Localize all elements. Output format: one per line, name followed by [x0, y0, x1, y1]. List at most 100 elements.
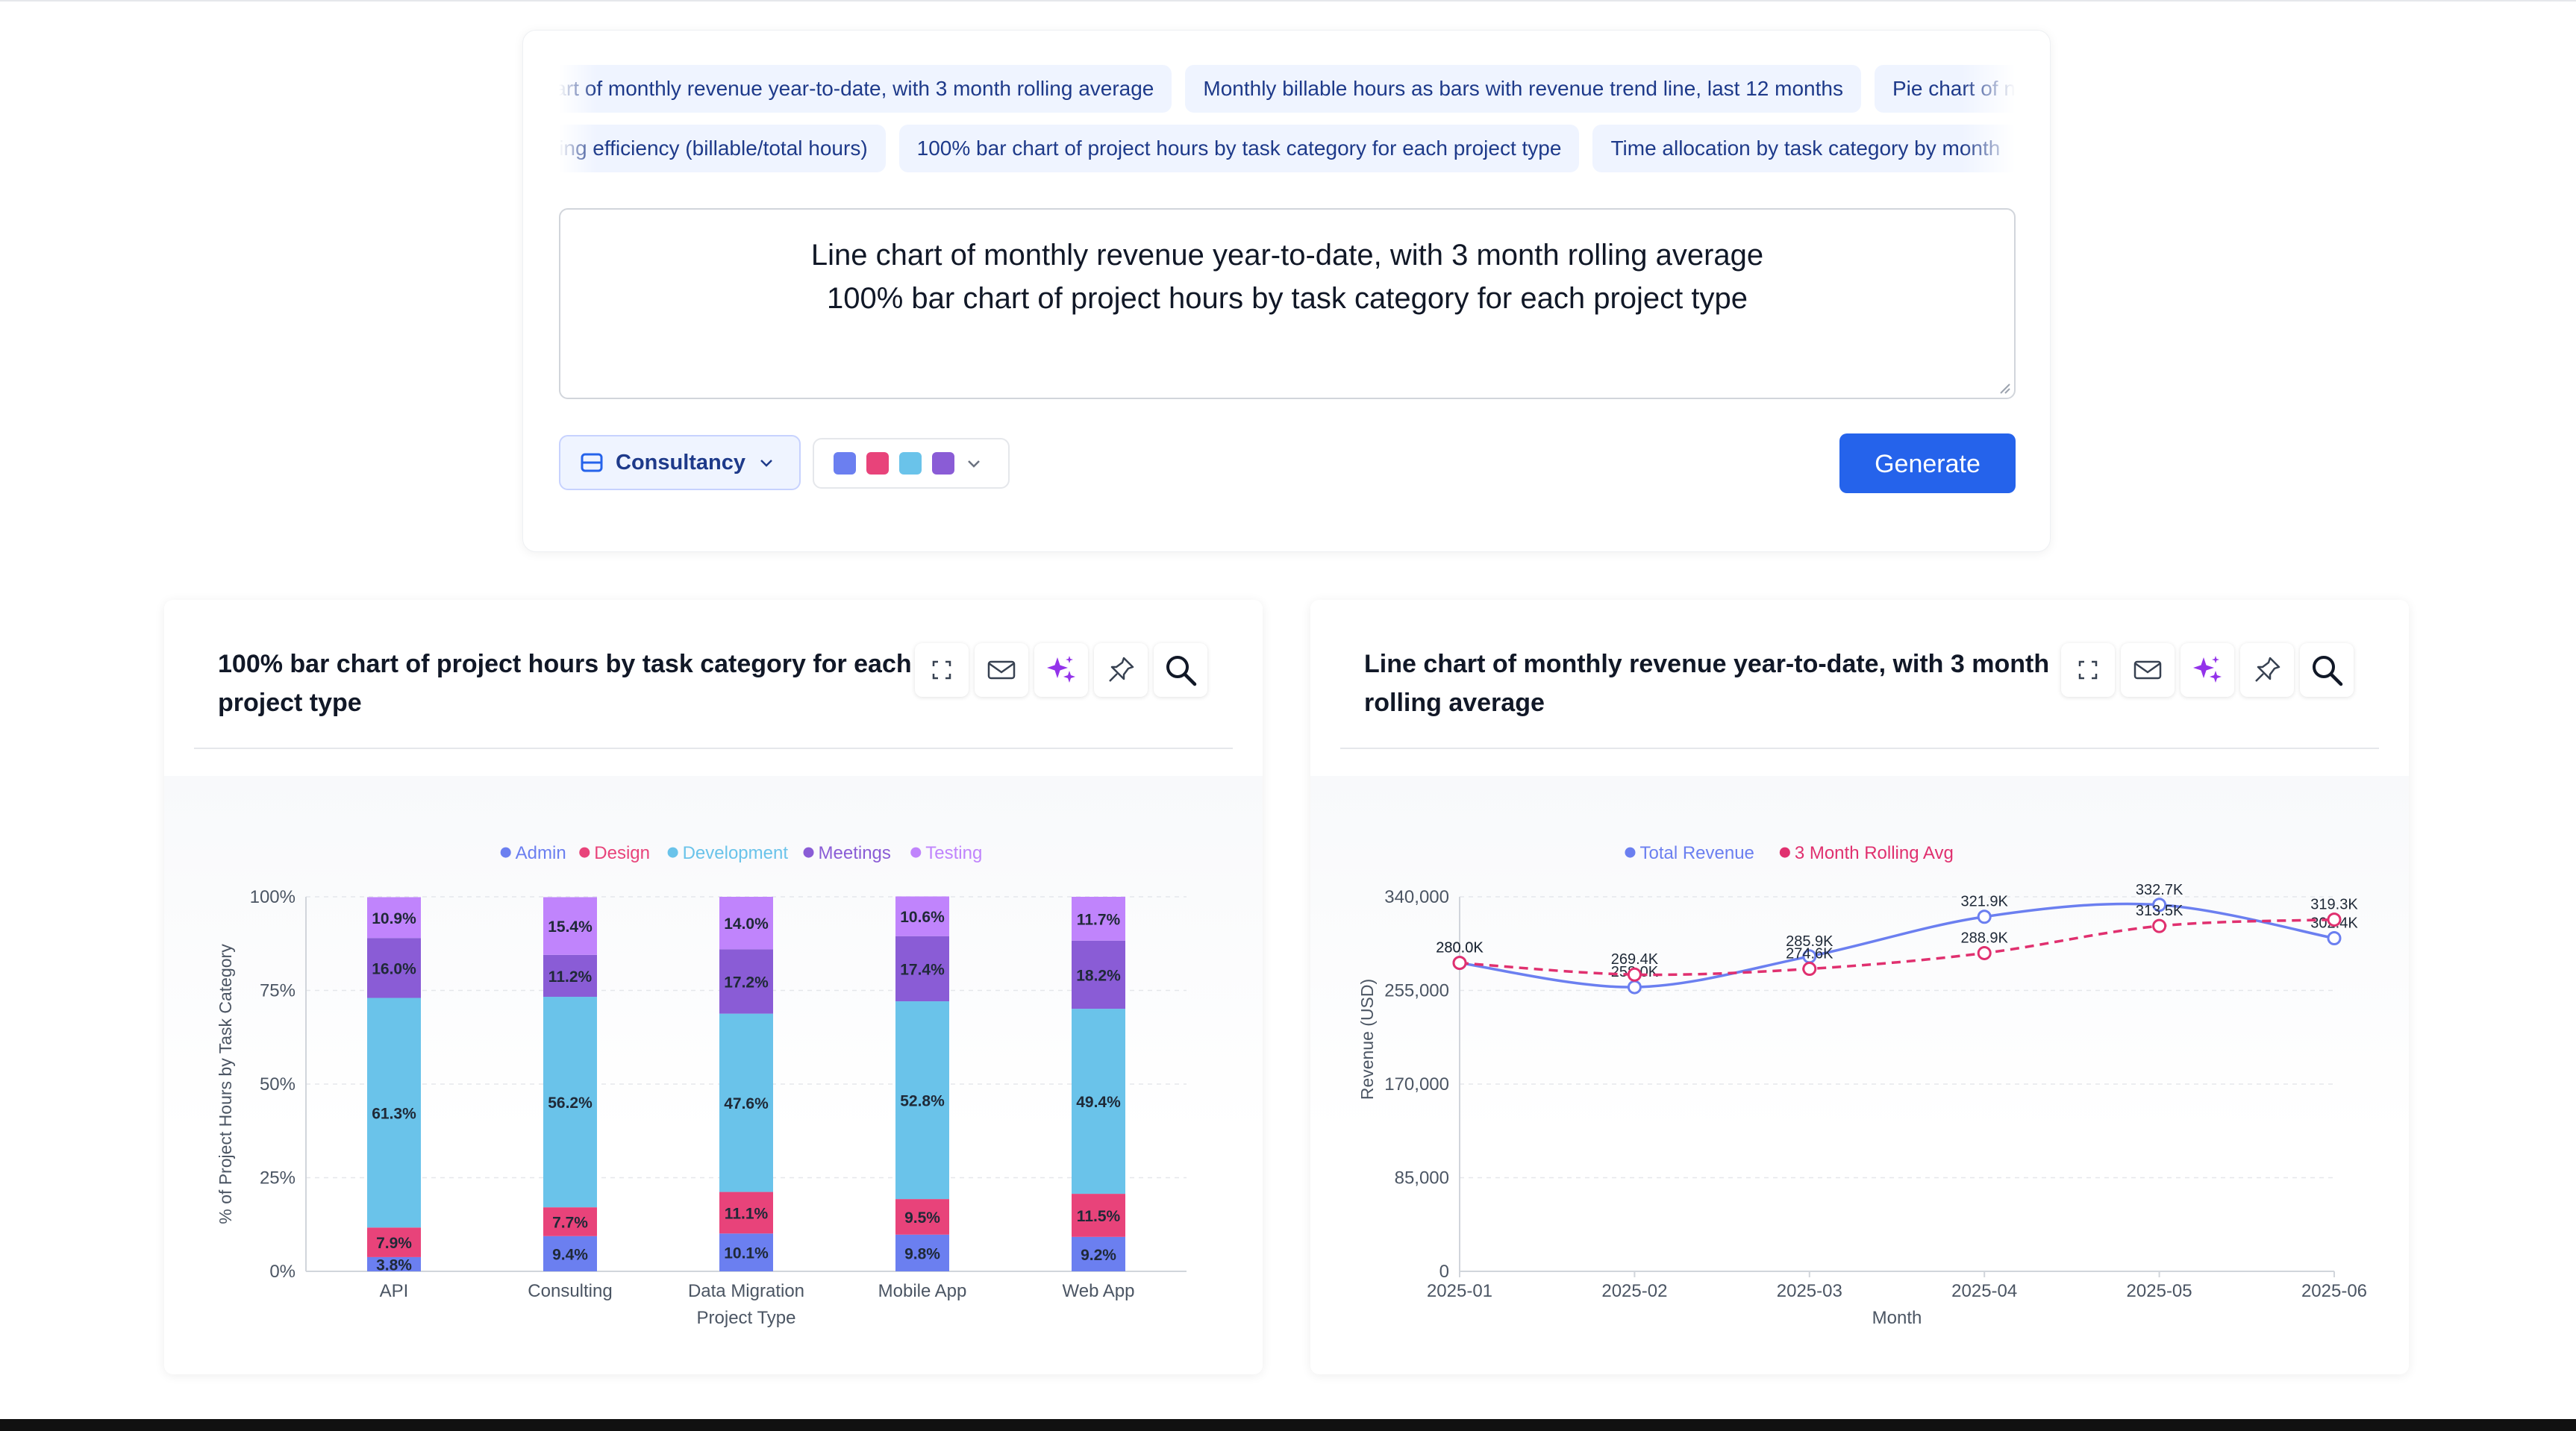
data-label: 7.7% — [552, 1214, 588, 1231]
data-point — [2152, 898, 2167, 912]
bar-segment — [367, 1227, 421, 1257]
x-axis-title: Project Type — [697, 1308, 796, 1328]
sparkles-icon[interactable] — [1034, 643, 1088, 697]
data-point — [1627, 980, 1642, 995]
generate-button[interactable]: Generate — [1839, 433, 2016, 493]
expand-icon[interactable] — [915, 643, 969, 697]
data-label: 14.0% — [724, 915, 769, 933]
prompt-textarea[interactable]: Line chart of monthly revenue year-to-da… — [559, 208, 2016, 399]
chart-card-stacked-bar: 100% bar chart of project hours by task … — [164, 600, 1263, 1374]
industry-label: Consultancy — [616, 450, 746, 475]
top-border — [0, 0, 2576, 1]
chart-body: Admin Design Development Meetings Testing 0% 2… — [164, 776, 1263, 1374]
pin-icon[interactable] — [1094, 643, 1148, 697]
bar-segment — [1072, 897, 1125, 941]
x-tick-label: 2025-02 — [1601, 1281, 1667, 1301]
mail-icon[interactable] — [975, 643, 1028, 697]
x-tick-label: Mobile App — [878, 1281, 967, 1301]
legend-label: 3 Month Rolling Avg — [1795, 843, 1954, 863]
data-point — [1452, 956, 1467, 971]
search-icon[interactable] — [2300, 643, 2354, 697]
series-line — [1459, 902, 2335, 989]
data-label: 15.4% — [548, 918, 593, 936]
legend-marker — [910, 847, 922, 858]
sparkles-icon[interactable] — [2180, 643, 2234, 697]
search-icon[interactable] — [1154, 643, 1207, 697]
bar-segment — [1072, 1236, 1125, 1271]
stacked-bar-chart: Admin Design Development Meetings Testing 0% 2… — [216, 843, 1187, 1328]
data-label: 11.7% — [1077, 911, 1121, 928]
data-label: 280.0K — [1436, 940, 1484, 956]
bar-segment — [1072, 940, 1125, 1009]
y-tick-label: 255,000 — [1384, 981, 1449, 1001]
chevron-down-icon — [968, 460, 980, 468]
y-tick-label: 75% — [260, 981, 296, 1001]
y-tick-label: 85,000 — [1395, 1168, 1449, 1189]
suggestion-row-1: Line chart of monthly revenue year-to-da… — [559, 65, 2016, 113]
bar-segment — [543, 897, 597, 955]
data-label: 332.7K — [2136, 882, 2183, 898]
bar-segment — [1072, 1194, 1125, 1237]
chart-legend: Total Revenue 3 Month Rolling Avg — [1625, 843, 1954, 863]
data-label: 319.3K — [2310, 897, 2358, 913]
suggestion-chip[interactable]: Time allocation by task category by mont… — [1592, 125, 2016, 172]
palette-swatch — [899, 452, 922, 475]
pin-icon[interactable] — [2240, 643, 2294, 697]
data-label: 9.4% — [552, 1246, 588, 1263]
suggestion-row-2: Quarterly utilization and billing effici… — [559, 125, 2016, 172]
data-label: 321.9K — [1961, 894, 2009, 910]
chart-header: Line chart of monthly revenue year-to-da… — [1310, 600, 2409, 776]
bar-segment — [895, 896, 949, 936]
data-label: 10.9% — [372, 910, 416, 927]
palette-swatch — [866, 452, 889, 475]
legend-label: Design — [594, 843, 650, 863]
palette-swatch — [932, 452, 954, 475]
y-tick-label: 0 — [1439, 1262, 1449, 1282]
x-tick-label: Consulting — [528, 1281, 612, 1301]
x-tick-label: Data Migration — [688, 1281, 804, 1301]
suggestion-chip[interactable]: Quarterly utilization and billing effici… — [559, 125, 886, 172]
bar-segment — [367, 1256, 421, 1271]
expand-icon[interactable] — [2061, 643, 2115, 697]
data-point — [1977, 945, 1992, 960]
y-tick-label: 340,000 — [1384, 887, 1449, 907]
suggestion-chip[interactable]: Pie chart of new hires in 2025 by role, … — [1874, 65, 2016, 113]
suggestion-chip[interactable]: 100% bar chart of project hours by task … — [898, 125, 1580, 172]
y-tick-label: 0% — [269, 1262, 296, 1282]
chart-legend: Admin Design Development Meetings Testing — [500, 843, 982, 863]
prompt-panel: Line chart of monthly revenue year-to-da… — [522, 30, 2051, 552]
data-label: 288.9K — [1961, 930, 2009, 946]
x-tick-label: 2025-04 — [1951, 1281, 2017, 1301]
data-point — [1802, 962, 1817, 977]
industry-dropdown[interactable]: Consultancy — [559, 435, 801, 490]
data-label: 9.2% — [1081, 1247, 1116, 1264]
chart-toolbar — [915, 643, 1207, 697]
data-label: 49.4% — [1076, 1094, 1121, 1111]
chart-toolbar — [2061, 643, 2354, 697]
data-label: 313.5K — [2136, 903, 2183, 919]
palette-dropdown[interactable] — [813, 438, 1010, 489]
x-tick-label: API — [380, 1281, 409, 1301]
chart-header: 100% bar chart of project hours by task … — [164, 600, 1263, 776]
legend-marker — [803, 847, 814, 858]
bar-segment — [719, 1192, 773, 1234]
x-tick-label: 2025-01 — [1427, 1281, 1492, 1301]
bar-segment — [719, 1233, 773, 1271]
layout-icon — [581, 453, 603, 472]
series-line — [1459, 918, 2335, 977]
data-label: 17.2% — [724, 974, 769, 991]
mail-icon[interactable] — [2121, 643, 2175, 697]
legend-label: Total Revenue — [1639, 843, 1754, 863]
bottom-edge — [0, 1419, 2576, 1431]
suggestion-chip[interactable]: Line chart of monthly revenue year-to-da… — [559, 65, 1172, 113]
legend-marker — [1625, 847, 1636, 858]
data-label: 10.6% — [900, 909, 945, 926]
suggestion-chip[interactable]: Monthly billable hours as bars with reve… — [1185, 65, 1861, 113]
chart-title: Line chart of monthly revenue year-to-da… — [1364, 650, 2050, 717]
legend-marker — [579, 847, 590, 858]
bar-segment — [719, 949, 773, 1014]
bar-segment — [719, 1013, 773, 1192]
resize-grip-icon[interactable] — [1998, 381, 2011, 395]
x-tick-label: 2025-03 — [1777, 1281, 1842, 1301]
data-label: 10.1% — [724, 1245, 769, 1262]
